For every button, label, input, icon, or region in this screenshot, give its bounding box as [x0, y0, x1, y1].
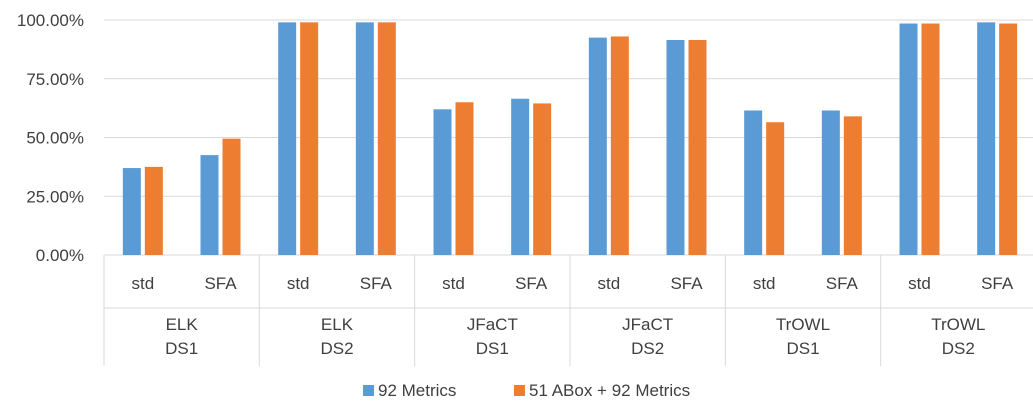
bar-series1	[355, 22, 374, 255]
x-axis: std SFA std SFA std SFA std SFA std SFA std SFA ELK D…	[103, 255, 1033, 366]
x-tick-label: SFA	[515, 274, 548, 293]
bar-series2	[766, 122, 785, 255]
bar-series2	[533, 103, 552, 255]
y-tick-label: 0.00%	[36, 246, 84, 265]
bar-series1	[899, 23, 918, 256]
bar-series1	[744, 110, 763, 255]
x-tick-label: SFA	[204, 274, 237, 293]
bar-series2	[144, 166, 163, 255]
bar-series1	[666, 39, 685, 255]
bar-series1	[977, 22, 996, 255]
bar-series2	[610, 36, 629, 256]
legend-swatch	[514, 385, 525, 396]
bar-series1	[200, 155, 219, 255]
group-label-line1: TrOWL	[931, 315, 985, 334]
group-label-line2: DS2	[631, 339, 664, 358]
x-tick-label: std	[287, 274, 310, 293]
gridlines	[104, 19, 1033, 256]
x-tick-label: std	[753, 274, 776, 293]
y-tick-label: 25.00%	[26, 187, 84, 206]
bar-series1	[588, 37, 607, 255]
bar-series2	[300, 22, 319, 255]
x-tick-label: std	[442, 274, 465, 293]
legend-label: 51 ABox + 92 Metrics	[529, 381, 690, 400]
bar-series2	[921, 23, 940, 256]
bar-series2	[455, 102, 474, 255]
x-tick-label: std	[908, 274, 931, 293]
bar-series1	[278, 22, 297, 255]
group-label-line2: DS2	[942, 339, 975, 358]
bar-series1	[511, 98, 530, 255]
group-label-line2: DS2	[320, 339, 353, 358]
group-label-line2: DS1	[476, 339, 509, 358]
bar-series2	[999, 23, 1018, 256]
y-tick-label: 100.00%	[17, 11, 84, 30]
y-axis-ticks: 0.00% 25.00% 50.00% 75.00% 100.00%	[17, 11, 84, 265]
x-tick-label: SFA	[670, 274, 703, 293]
group-label-line2: DS1	[165, 339, 198, 358]
x-tick-label: SFA	[826, 274, 859, 293]
legend: 92 Metrics 51 ABox + 92 Metrics	[363, 381, 690, 400]
bar-series2	[377, 22, 396, 255]
bar-series1	[433, 109, 452, 255]
x-tick-label: std	[597, 274, 620, 293]
group-label-line1: TrOWL	[776, 315, 830, 334]
bar-series2	[843, 116, 862, 255]
bar-series2	[688, 39, 707, 255]
bars	[122, 22, 1018, 256]
x-tick-label: std	[131, 274, 154, 293]
bar-series1	[821, 110, 840, 255]
bar-series1	[122, 168, 141, 255]
y-tick-label: 50.00%	[26, 129, 84, 148]
x-tick-label: SFA	[981, 274, 1014, 293]
legend-label: 92 Metrics	[378, 381, 456, 400]
group-label-line1: ELK	[321, 315, 354, 334]
group-label-line1: JFaCT	[467, 315, 518, 334]
bar-series2	[222, 138, 241, 255]
legend-swatch	[363, 385, 374, 396]
x-tick-label: SFA	[360, 274, 393, 293]
group-label-line1: ELK	[166, 315, 199, 334]
group-label-line1: JFaCT	[622, 315, 673, 334]
y-tick-label: 75.00%	[26, 70, 84, 89]
group-label-line2: DS1	[786, 339, 819, 358]
